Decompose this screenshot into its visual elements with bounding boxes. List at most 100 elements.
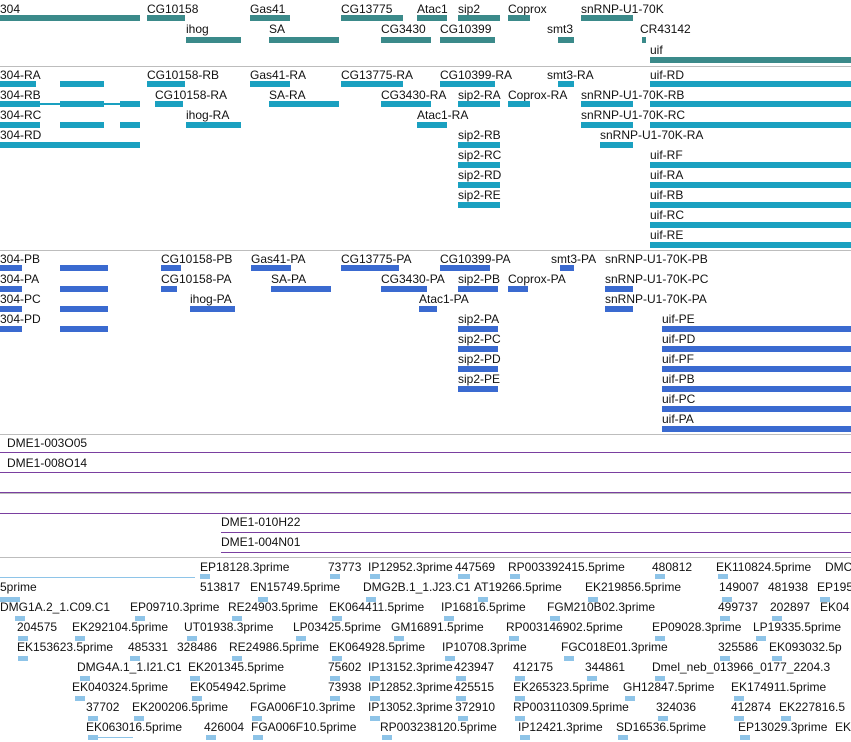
transcript-glyph[interactable]	[155, 101, 183, 107]
gene-glyph[interactable]	[650, 57, 851, 63]
est-glyph[interactable]	[510, 574, 520, 579]
transcript-glyph[interactable]	[650, 101, 851, 107]
transcript-label[interactable]: Gas41-RA	[250, 68, 307, 82]
transcript-glyph[interactable]	[600, 142, 633, 148]
est-glyph[interactable]	[588, 597, 598, 602]
protein-glyph[interactable]	[0, 306, 22, 312]
est-glyph[interactable]	[0, 597, 20, 602]
est-glyph[interactable]	[655, 636, 665, 641]
gene-label[interactable]: SA	[269, 22, 286, 36]
transcript-glyph[interactable]	[120, 101, 140, 107]
protein-label[interactable]: CG10158-PA	[161, 272, 232, 286]
est-glyph[interactable]	[550, 616, 560, 621]
est-label[interactable]: EK04	[820, 600, 850, 614]
gene-glyph[interactable]	[0, 15, 140, 21]
protein-glyph[interactable]	[440, 265, 490, 271]
transcript-glyph[interactable]	[650, 162, 851, 168]
protein-glyph[interactable]	[508, 286, 528, 292]
est-label[interactable]: EP09710.3prime	[130, 600, 220, 614]
est-glyph[interactable]	[820, 597, 830, 602]
protein-glyph[interactable]	[0, 265, 22, 271]
est-label[interactable]: DMG2B.1_1.J23.C1	[363, 580, 471, 594]
est-glyph[interactable]	[734, 696, 744, 701]
est-label[interactable]: RE24903.5prime	[228, 600, 319, 614]
est-label[interactable]: 5prime	[0, 580, 37, 594]
est-glyph[interactable]	[564, 656, 574, 661]
est-label[interactable]: RP003110309.5prime	[513, 700, 629, 714]
protein-glyph[interactable]	[0, 286, 22, 292]
transcript-glyph[interactable]	[581, 101, 633, 107]
protein-glyph[interactable]	[662, 406, 851, 412]
gene-label[interactable]: ihog	[186, 22, 209, 36]
est-glyph[interactable]	[253, 735, 263, 740]
est-label[interactable]: EK200206.5prime	[132, 700, 229, 714]
est-glyph[interactable]	[655, 574, 665, 579]
protein-glyph[interactable]	[662, 366, 851, 372]
transcript-glyph[interactable]	[60, 122, 104, 128]
est-glyph[interactable]	[18, 656, 28, 661]
protein-label[interactable]: smt3-PA	[551, 252, 597, 266]
clone-label[interactable]: DME1-010H22	[221, 515, 301, 529]
transcript-label[interactable]: sip2-RB	[458, 128, 501, 142]
est-label[interactable]: SD16536.5prime	[616, 720, 707, 734]
protein-label[interactable]: sip2-PA	[458, 312, 500, 326]
transcript-glyph[interactable]	[458, 182, 500, 188]
est-label[interactable]: RP003392415.5prime	[508, 560, 625, 574]
protein-label[interactable]: CG10399-PA	[440, 252, 511, 266]
transcript-label[interactable]: Coprox-RA	[508, 88, 568, 102]
transcript-glyph[interactable]	[458, 202, 500, 208]
protein-label[interactable]: uif-PF	[662, 352, 695, 366]
protein-label[interactable]: Atac1-PA	[419, 292, 469, 306]
est-label[interactable]: Dmel_neb_013966_0177_2204.3	[652, 660, 831, 674]
protein-label[interactable]: snRNP-U1-70K-PA	[605, 292, 707, 306]
est-label[interactable]: EK232	[835, 720, 851, 734]
gene-label[interactable]: snRNP-U1-70K	[581, 2, 664, 16]
est-glyph[interactable]	[192, 696, 202, 701]
clone-glyph[interactable]	[0, 513, 851, 514]
est-glyph[interactable]	[478, 597, 488, 602]
gene-glyph[interactable]	[341, 15, 403, 21]
protein-glyph[interactable]	[662, 326, 851, 332]
est-label[interactable]: EN15749.5prime	[250, 580, 341, 594]
transcript-label[interactable]: uif-RA	[650, 168, 684, 182]
est-glyph[interactable]	[370, 716, 380, 721]
gene-label[interactable]: 304	[0, 2, 21, 16]
transcript-label[interactable]: snRNP-U1-70K-RA	[600, 128, 704, 142]
est-label[interactable]: EK063016.5prime	[86, 720, 183, 734]
est-label[interactable]: FGA006F10.5prime	[251, 720, 357, 734]
protein-glyph[interactable]	[605, 306, 633, 312]
est-label[interactable]: LP03425.5prime	[293, 620, 382, 634]
est-glyph[interactable]	[135, 616, 145, 621]
est-glyph[interactable]	[509, 636, 519, 641]
transcript-glyph[interactable]	[581, 122, 633, 128]
protein-label[interactable]: uif-PC	[662, 392, 696, 406]
gene-glyph[interactable]	[381, 37, 431, 43]
est-label[interactable]: IP12952.3prime	[368, 560, 453, 574]
transcript-label[interactable]: snRNP-U1-70K-RB	[581, 88, 685, 102]
est-glyph[interactable]	[190, 676, 200, 681]
est-glyph[interactable]	[134, 716, 144, 721]
protein-glyph[interactable]	[458, 366, 498, 372]
est-label[interactable]: EK054942.5prime	[190, 680, 287, 694]
est-glyph[interactable]	[772, 656, 782, 661]
est-label[interactable]: EP09028.3prime	[652, 620, 742, 634]
transcript-glyph[interactable]	[650, 202, 851, 208]
transcript-glyph[interactable]	[458, 162, 500, 168]
est-label[interactable]: EK093032.5p	[769, 640, 842, 654]
protein-glyph[interactable]	[662, 426, 851, 432]
transcript-label[interactable]: CG13775-RA	[341, 68, 414, 82]
est-glyph[interactable]	[88, 716, 98, 721]
est-label[interactable]: EK110824.5prime	[716, 560, 812, 574]
est-label[interactable]: EP18128.3prime	[200, 560, 290, 574]
gene-label[interactable]: CR43142	[640, 22, 691, 36]
est-glyph[interactable]	[658, 716, 668, 721]
est-glyph[interactable]	[370, 676, 380, 681]
est-label[interactable]: 325586	[718, 640, 759, 654]
clone-glyph[interactable]	[221, 532, 851, 533]
clone-glyph[interactable]	[221, 552, 851, 553]
protein-label[interactable]: sip2-PE	[458, 372, 501, 386]
transcript-glyph[interactable]	[0, 81, 36, 87]
protein-label[interactable]: snRNP-U1-70K-PC	[605, 272, 709, 286]
est-glyph[interactable]	[200, 574, 210, 579]
gene-glyph[interactable]	[250, 15, 290, 21]
